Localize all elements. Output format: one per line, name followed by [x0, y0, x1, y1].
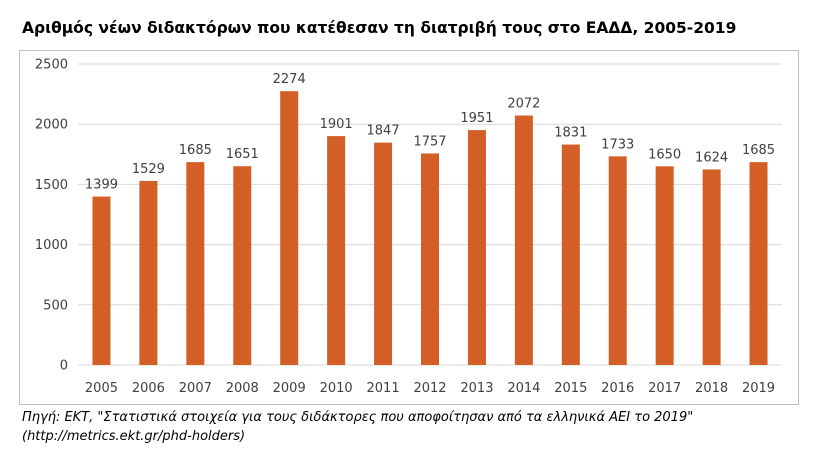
x-tick-label: 2011 [367, 381, 400, 396]
bar [280, 91, 299, 366]
data-label: 1847 [367, 124, 400, 139]
data-label: 1901 [320, 117, 353, 132]
bar [186, 162, 205, 365]
x-tick-label: 2008 [226, 381, 259, 396]
source-line-1: Πηγή: ΕΚΤ, "Στατιστικά στοιχεία για τους… [22, 410, 694, 425]
data-label: 1529 [132, 162, 165, 177]
y-tick-label: 0 [60, 359, 68, 374]
y-tick-label: 2500 [35, 58, 68, 73]
bar [467, 130, 486, 365]
data-label: 2072 [507, 97, 540, 112]
y-tick-label: 1500 [35, 178, 68, 193]
x-tick-label: 2017 [648, 381, 681, 396]
chart-frame [19, 50, 799, 405]
y-tick-label: 500 [43, 298, 68, 313]
data-label: 1399 [85, 178, 118, 193]
bar [374, 142, 393, 365]
bar [421, 153, 439, 365]
x-tick-label: 2012 [413, 381, 446, 396]
data-label: 1831 [554, 126, 587, 141]
data-label: 1685 [179, 143, 212, 158]
x-tick-label: 2007 [179, 381, 212, 396]
x-tick-label: 2010 [320, 381, 353, 396]
x-tick-label: 2019 [742, 381, 775, 396]
chart-title: Αριθμός νέων διδακτόρων που κατέθεσαν τη… [22, 19, 737, 37]
bar [561, 144, 580, 365]
x-tick-label: 2005 [85, 381, 118, 396]
source-note: Πηγή: ΕΚΤ, "Στατιστικά στοιχεία για τους… [22, 408, 693, 446]
x-tick-label: 2016 [601, 381, 634, 396]
bar [139, 180, 158, 365]
x-tick-label: 2015 [554, 381, 587, 396]
bar [702, 169, 721, 365]
data-label: 2274 [273, 72, 306, 87]
x-tick-label: 2013 [460, 381, 493, 396]
data-label: 1757 [413, 134, 446, 149]
bar [327, 136, 346, 365]
data-label: 1685 [742, 143, 775, 158]
data-label: 1951 [460, 111, 493, 126]
data-label: 1651 [226, 147, 259, 162]
bar [233, 166, 252, 365]
data-label: 1624 [695, 150, 728, 165]
data-label: 1650 [648, 147, 681, 162]
y-tick-label: 1000 [35, 238, 68, 253]
bar [514, 115, 533, 366]
bar [608, 156, 627, 365]
bar [92, 196, 111, 365]
source-line-2: (http://metrics.ekt.gr/phd-holders) [22, 429, 246, 444]
x-tick-label: 2018 [695, 381, 728, 396]
y-tick-label: 2000 [35, 118, 68, 133]
bar [749, 162, 768, 365]
bar [655, 166, 674, 365]
x-tick-label: 2009 [273, 381, 306, 396]
data-label: 1733 [601, 137, 634, 152]
x-tick-label: 2014 [507, 381, 540, 396]
x-tick-label: 2006 [132, 381, 165, 396]
